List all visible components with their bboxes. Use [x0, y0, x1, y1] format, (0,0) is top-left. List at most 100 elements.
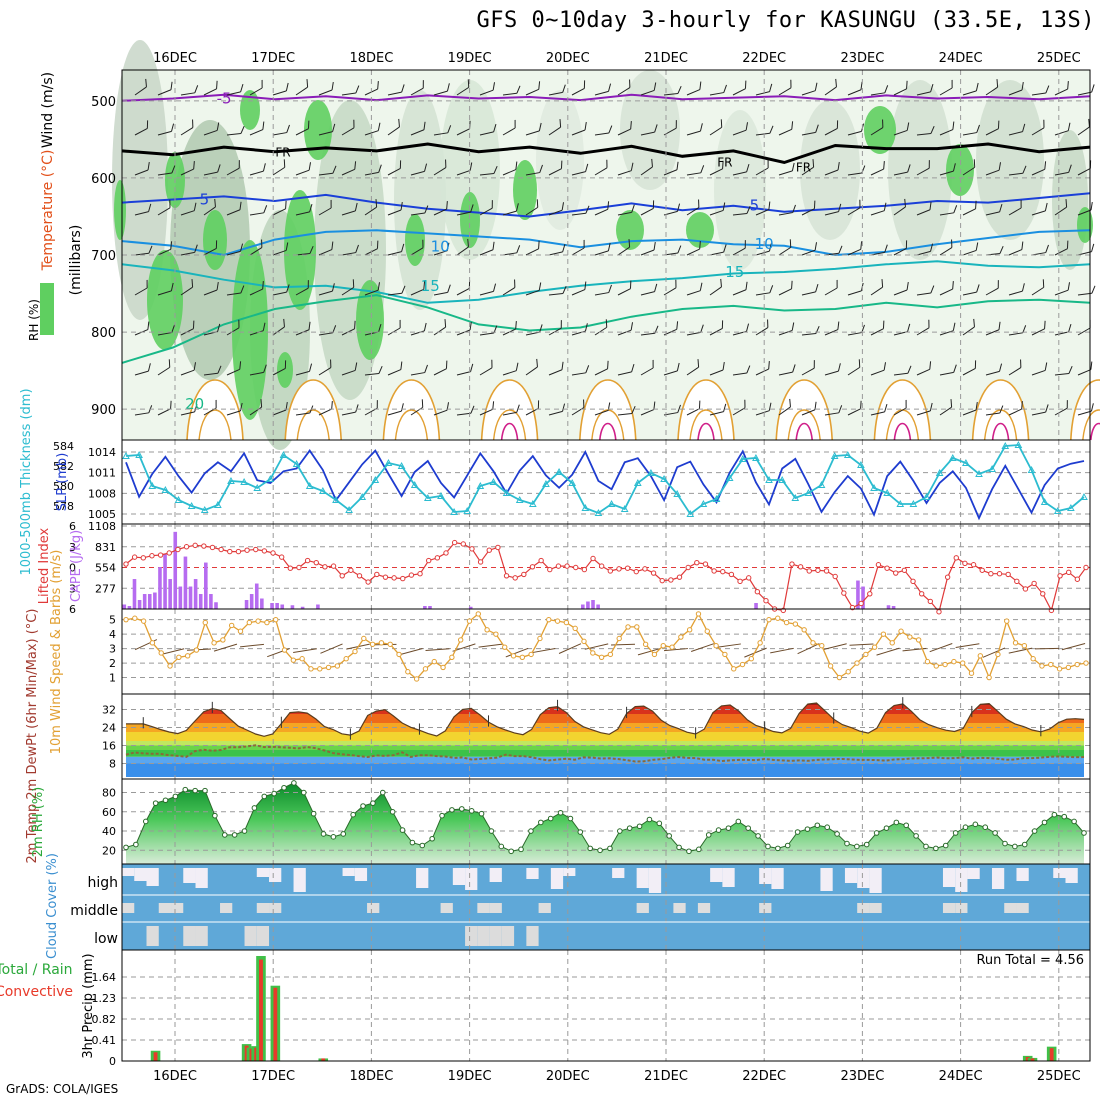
wind-barb: [640, 241, 656, 256]
wind-speed-marker: [854, 660, 860, 666]
isotherm-35: [795, 422, 813, 441]
wind-barb-flag: [952, 322, 956, 331]
wind-barb-shaft: [180, 127, 194, 136]
wind-barb-flag: [676, 362, 680, 372]
wind-barb-shaft: [456, 287, 470, 296]
wind-speed-marker: [528, 651, 534, 658]
wind-barb-shaft: [548, 369, 563, 376]
thickness-marker: [266, 474, 275, 482]
wind-barb-shaft: [157, 408, 171, 416]
rh-marker: [429, 835, 435, 842]
wind-barb-shaft: [226, 368, 240, 376]
wind-barb-flag: [307, 120, 310, 129]
rh-tick-label: 40: [102, 825, 116, 838]
wind-speed-marker: [915, 637, 922, 643]
wind-barb: [686, 282, 703, 296]
wind-barb-flag: [951, 239, 953, 248]
rh-contour-fill: [112, 40, 168, 320]
wind-barb-flag: [1090, 403, 1094, 412]
lifted-index-marker: [694, 559, 700, 566]
wind-barb: [732, 205, 751, 216]
date-label-top: 23DEC: [840, 51, 884, 66]
surface-wind-barb-shaft: [452, 643, 476, 652]
wind-barb: [686, 81, 702, 96]
wind-barb: [893, 399, 907, 416]
lifted-index-marker: [867, 591, 873, 597]
wind-barb: [249, 121, 265, 136]
surface-wind-barb-shaft: [744, 647, 767, 658]
wind-barb-shaft: [893, 372, 908, 376]
wind-barb-flag: [1045, 85, 1050, 94]
lifted-index-marker: [676, 574, 683, 580]
wind-barb-flag: [722, 160, 724, 169]
high-cloud-gap: [526, 868, 539, 879]
wind-barb-shaft: [433, 368, 447, 376]
wind-barb-flag: [883, 161, 885, 170]
wind-barb-flag: [1020, 359, 1022, 368]
rh-marker: [765, 843, 771, 850]
wind-barb: [502, 245, 521, 256]
wind-barb-flag: [698, 400, 701, 409]
wind-barb-shaft: [824, 127, 838, 136]
wind-barb: [571, 163, 589, 176]
wind-speed-marker: [149, 640, 156, 646]
wind-barb-flag: [262, 121, 265, 130]
cape-axis-label: CAPE (J/kg): [69, 530, 84, 602]
lifted-index-marker: [253, 546, 259, 553]
wind-barb-flag: [744, 80, 747, 89]
wind-barb-flag: [400, 201, 403, 211]
wind-barb-flag: [583, 239, 585, 249]
rh-marker: [419, 842, 426, 849]
high-cloud-gap: [759, 868, 772, 884]
wind-barb-shaft: [916, 327, 930, 336]
precip-convective-bar: [259, 959, 263, 1061]
wind-speed-marker: [1021, 643, 1028, 649]
wind-barb: [203, 240, 218, 256]
wind-barb-shaft: [594, 167, 608, 176]
wind-speed-marker: [572, 625, 578, 632]
wind-barb: [226, 243, 244, 256]
wind-barb: [640, 283, 658, 296]
isotherm-label: 10: [431, 238, 450, 256]
wind-barb: [985, 363, 1003, 376]
wind-barb-shaft: [318, 367, 332, 376]
wind-barb-shaft: [985, 287, 999, 296]
wind-barb: [502, 85, 521, 96]
wind-speed-marker: [510, 653, 517, 659]
wind-speed-marker: [440, 664, 446, 671]
wind-barb: [134, 120, 149, 136]
wind-barb-flag: [607, 242, 611, 252]
rh-marker: [686, 848, 692, 855]
wind-barb: [364, 365, 383, 376]
wind-barb-flag: [791, 121, 794, 130]
rh-marker: [409, 839, 416, 846]
wind-barb: [778, 121, 794, 136]
wind-barb-shaft: [548, 126, 561, 136]
rh-moist-region: [405, 214, 425, 266]
wind-barb-flag: [192, 119, 194, 128]
thickness-marker: [371, 475, 380, 483]
wind-barb-shaft: [157, 207, 171, 216]
thickness-marker: [148, 481, 157, 489]
wind-barb-flag: [285, 242, 289, 251]
cape-bar: [178, 586, 183, 609]
rh-contour-fill: [536, 90, 584, 230]
cape-bar: [581, 604, 585, 609]
thickness-marker: [699, 499, 708, 507]
wind-barb: [180, 85, 199, 96]
wind-barb-flag: [537, 400, 540, 409]
wind-speed-marker: [607, 651, 614, 658]
wind-speed-marker: [202, 619, 208, 626]
wind-speed-marker: [827, 663, 834, 669]
wind-barb: [801, 200, 816, 216]
rh-marker: [192, 787, 198, 794]
rh-moist-region: [232, 240, 268, 420]
wind-barb-flag: [1068, 164, 1072, 173]
rh-moist-region: [240, 90, 260, 130]
rh-marker: [617, 828, 623, 834]
wind-barb-flag: [906, 122, 910, 131]
wind-barb-shaft: [801, 208, 815, 216]
wind-barb-shaft: [1008, 172, 1023, 176]
wind-barb-flag: [677, 245, 682, 254]
high-cloud-gap: [942, 868, 956, 887]
